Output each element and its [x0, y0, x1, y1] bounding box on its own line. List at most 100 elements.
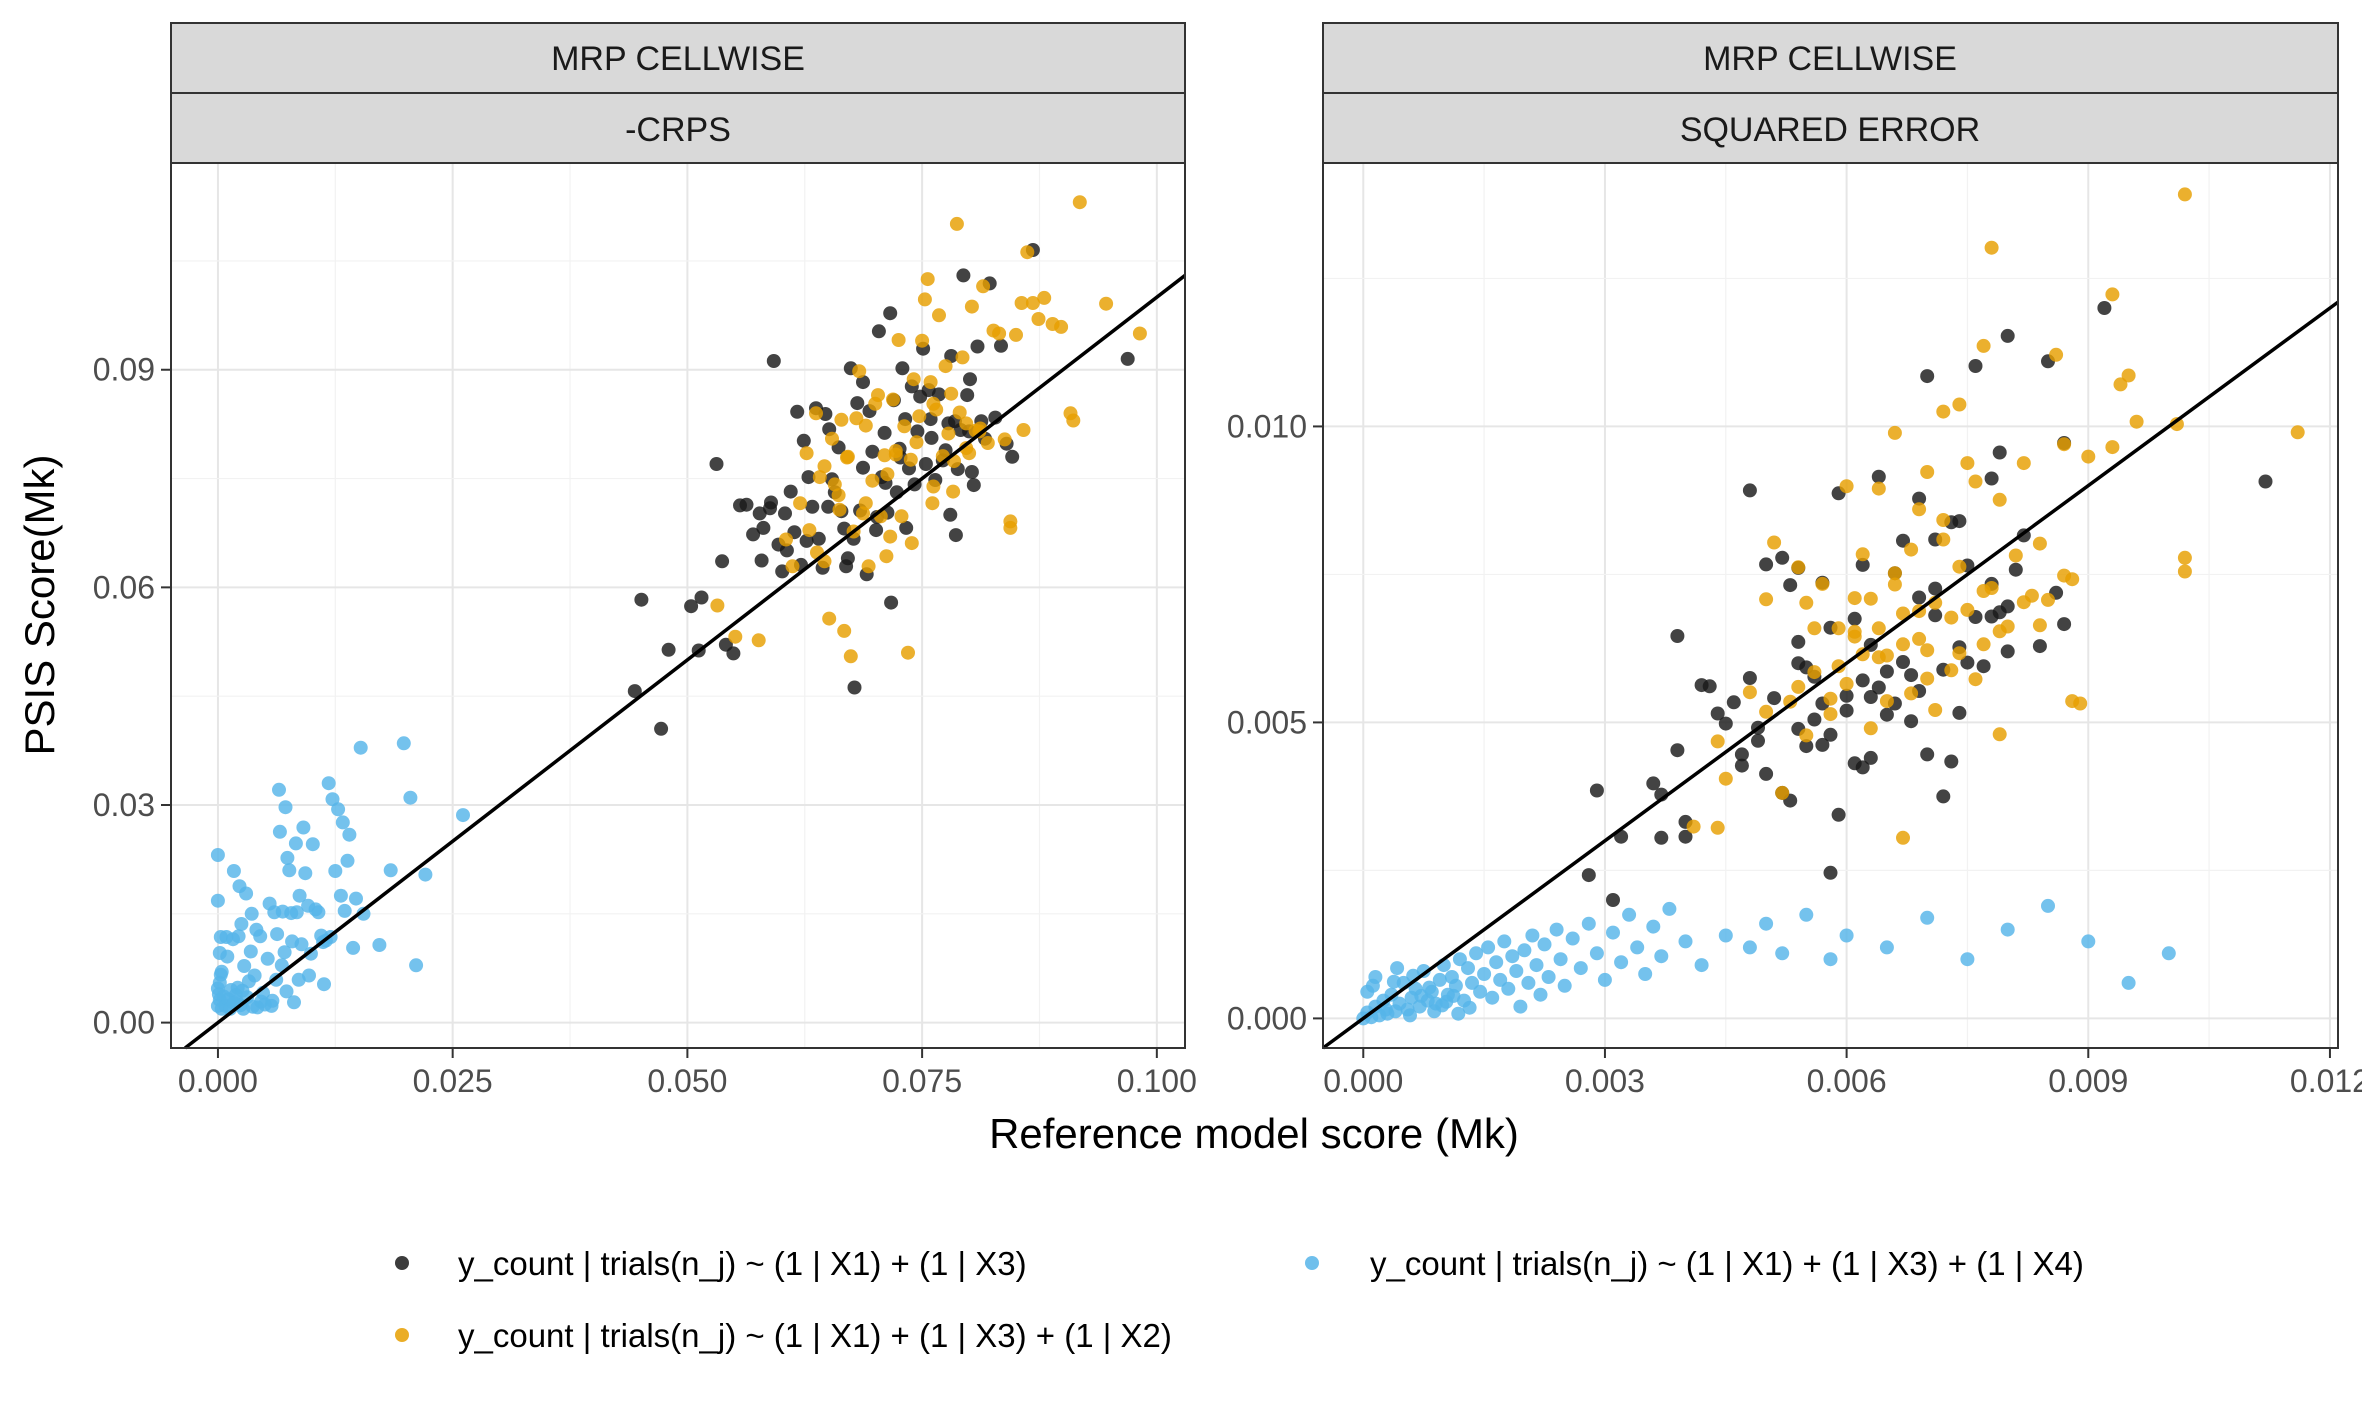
data-point-series-3: [1742, 940, 1757, 955]
data-point-series-3: [278, 800, 293, 815]
data-point-series-1: [715, 554, 730, 569]
data-point-series-2: [1928, 703, 1943, 717]
legend-label-3: y_count | trials(n_j) ~ (1 | X1) + (1 | …: [458, 1317, 1172, 1354]
data-point-series-1: [1952, 514, 1967, 529]
data-point-series-2: [2113, 377, 2128, 392]
data-point-series-2: [2081, 449, 2096, 464]
data-point-series-2: [1020, 245, 1035, 260]
data-point-series-3: [289, 905, 304, 920]
data-point-series-2: [1855, 547, 1870, 562]
data-point-series-1: [1710, 706, 1725, 721]
data-point-series-1: [654, 721, 669, 736]
data-point-series-2: [2121, 368, 2136, 383]
data-point-series-2: [917, 292, 932, 307]
data-point-series-1: [1767, 691, 1782, 706]
data-point-series-3: [277, 945, 292, 960]
data-point-series-1: [2057, 617, 2072, 632]
data-point-series-1: [994, 338, 1008, 353]
data-point-series-3: [2121, 975, 2136, 990]
data-point-series-3: [254, 994, 269, 1009]
data-point-series-3: [1662, 901, 1677, 916]
data-point-series-1: [2000, 328, 2015, 343]
data-point-series-2: [1976, 637, 1991, 652]
data-point-series-3: [231, 929, 246, 944]
data-point-series-2: [915, 333, 930, 348]
data-point-series-2: [2049, 347, 2064, 362]
data-point-series-3: [1597, 972, 1612, 987]
data-point-series-3: [1521, 975, 1536, 990]
x-tick-label: 0.000: [1323, 1063, 1403, 1099]
data-point-series-3: [353, 740, 368, 755]
data-point-series-2: [2073, 696, 2088, 711]
data-point-series-3: [335, 815, 350, 830]
data-point-series-3: [396, 736, 411, 751]
reference-line: [1321, 300, 2340, 1050]
data-point-series-1: [1871, 680, 1886, 695]
data-point-series-2: [1831, 621, 1846, 636]
panel-border: [170, 162, 1186, 1049]
data-point-series-2: [925, 496, 940, 511]
data-point-series-2: [2032, 536, 2047, 551]
data-point-series-2: [1807, 665, 1822, 680]
data-point-series-1: [1678, 829, 1693, 844]
data-point-series-2: [779, 532, 793, 547]
strip-top-label: MRP CELLWISE: [551, 40, 805, 78]
data-point-series-2: [2016, 456, 2031, 471]
data-point-series-1: [783, 484, 798, 499]
data-point-series-1: [883, 306, 898, 321]
data-point-series-3: [305, 837, 320, 852]
data-point-series-2: [825, 431, 839, 446]
data-point-series-3: [1465, 975, 1479, 990]
data-point-series-3: [1573, 961, 1588, 976]
data-point-series-3: [272, 782, 286, 797]
data-point-series-2: [1815, 576, 1830, 591]
data-point-series-3: [1386, 974, 1401, 989]
data-point-series-1: [1742, 671, 1757, 685]
data-point-series-2: [1920, 643, 1935, 658]
data-point-series-2: [1099, 296, 1114, 311]
data-point-series-1: [1912, 491, 1927, 506]
data-point-series-2: [1016, 423, 1031, 437]
data-point-series-3: [372, 938, 387, 952]
y-tick-label: 0.005: [1227, 704, 1307, 740]
data-point-series-2: [2032, 618, 2047, 633]
data-point-series-1: [1581, 868, 1596, 883]
data-point-series-2: [901, 645, 915, 660]
data-point-series-1: [1654, 830, 1669, 845]
data-point-series-3: [321, 776, 336, 791]
data-point-series-3: [1537, 937, 1552, 952]
data-point-series-1: [1912, 590, 1927, 605]
data-point-series-3: [337, 903, 352, 918]
data-point-series-3: [1473, 984, 1488, 999]
data-point-series-1: [1847, 611, 1862, 626]
data-point-series-1: [1855, 760, 1870, 775]
x-tick-label: 0.009: [2048, 1063, 2128, 1099]
data-point-series-3: [1461, 961, 1475, 976]
data-point-series-1: [1968, 359, 1983, 373]
x-tick-label: 0.050: [647, 1063, 727, 1099]
data-point-series-2: [793, 496, 808, 511]
data-point-series-3: [280, 850, 295, 865]
data-point-series-3: [253, 929, 268, 944]
data-point-series-1: [966, 478, 981, 493]
data-point-series-2: [886, 392, 900, 407]
data-point-series-2: [1887, 566, 1902, 581]
data-point-series-1: [943, 507, 958, 522]
data-point-series-2: [1944, 610, 1959, 625]
data-point-series-3: [265, 993, 280, 1008]
data-point-series-2: [926, 396, 941, 411]
data-point-series-2: [837, 623, 852, 638]
data-point-series-2: [952, 405, 967, 420]
data-point-series-3: [1630, 940, 1645, 955]
data-point-series-3: [302, 968, 316, 983]
data-point-series-2: [897, 419, 912, 434]
data-point-series-3: [1462, 1000, 1477, 1015]
data-point-series-2: [849, 411, 864, 426]
data-point-series-2: [959, 441, 974, 456]
panel-crps: MRP CELLWISE -CRPS 0.000 0.025 0.050 0.075 0…: [93, 22, 1197, 1099]
data-point-series-2: [2105, 287, 2120, 302]
data-point-series-1: [790, 404, 805, 419]
data-point-series-1: [1646, 776, 1661, 791]
data-point-series-2: [1031, 312, 1046, 326]
data-point-series-3: [1678, 934, 1693, 949]
